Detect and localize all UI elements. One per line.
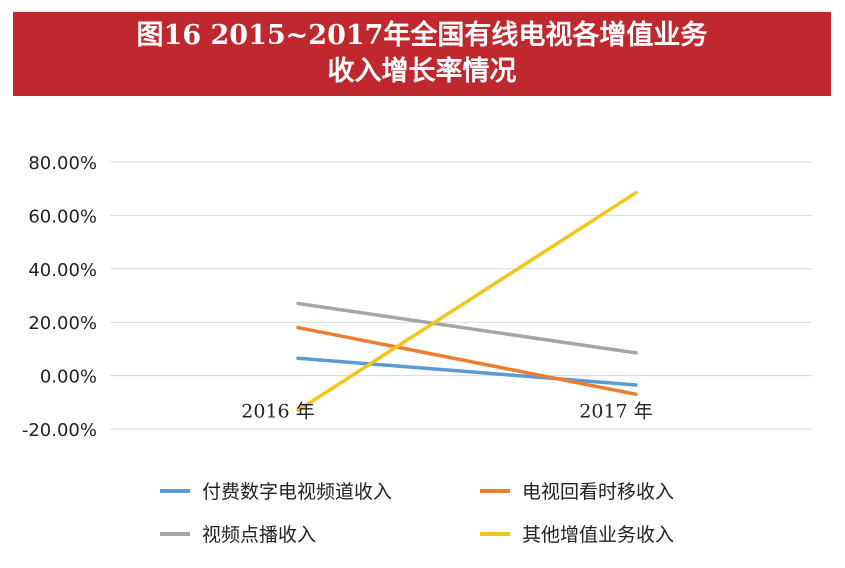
x-tick-label: 2016 年 (241, 401, 314, 423)
series-line (296, 356, 638, 387)
x-tick-label: 2017 年 (579, 401, 652, 423)
series-line (296, 190, 638, 413)
y-tick-labels: 80.00% 60.00% 40.00% 20.00% 0.00% -20.00% (22, 153, 97, 441)
chart-title-line1: 图16 2015~2017年全国有线电视各增值业务 (136, 20, 708, 51)
y-tick-label: 20.00% (28, 313, 97, 334)
series-lines (296, 190, 638, 413)
y-tick-label: 80.00% (28, 153, 97, 174)
title-banner: 图16 2015~2017年全国有线电视各增值业务 收入增长率情况 (13, 12, 831, 96)
gridlines (110, 161, 812, 430)
y-tick-label: 40.00% (28, 260, 97, 281)
y-tick-label: 60.00% (28, 206, 97, 227)
y-tick-label: 0.00% (40, 367, 97, 388)
y-tick-label: -20.00% (22, 420, 97, 441)
series-line (296, 301, 638, 355)
x-tick-labels: 2016 年 2017 年 (241, 401, 652, 423)
chart-title-line2: 收入增长率情况 (327, 56, 517, 87)
series-line (296, 325, 638, 397)
